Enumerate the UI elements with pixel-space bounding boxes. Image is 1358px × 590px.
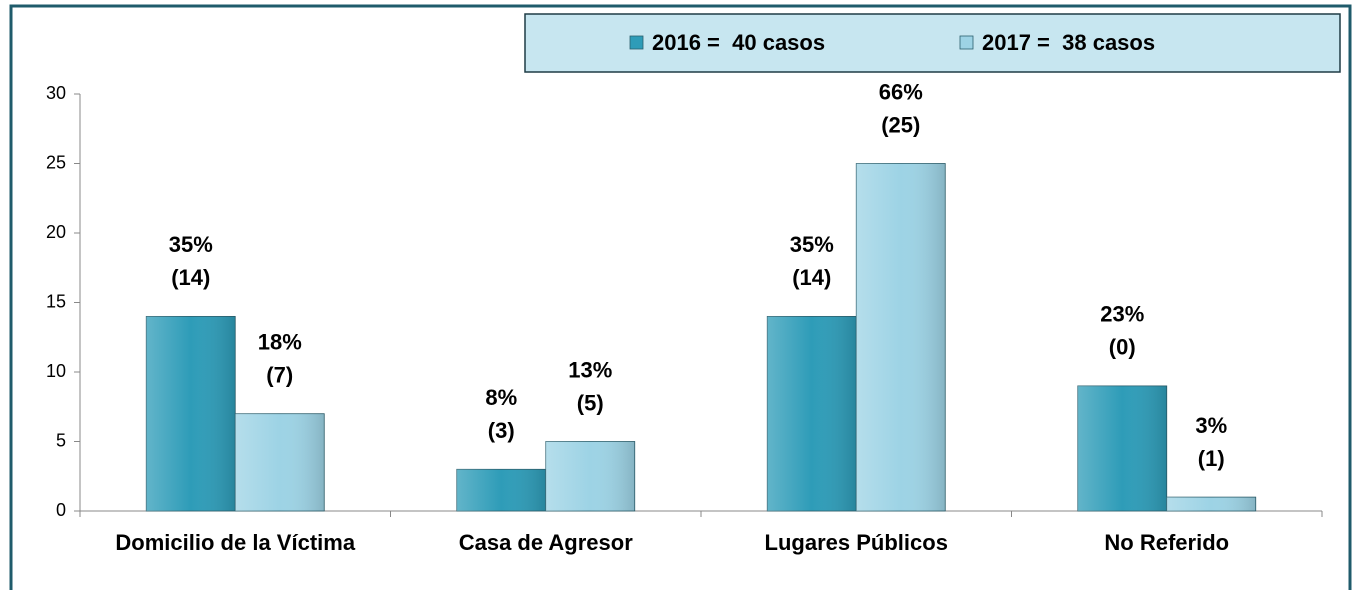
percent-label: 13% (568, 357, 612, 382)
x-tick-label: Casa de Agresor (459, 530, 633, 555)
y-tick-label: 10 (46, 361, 66, 381)
y-tick-label: 5 (56, 430, 66, 450)
x-tick-label: Lugares Públicos (765, 530, 948, 555)
bar-shade (545, 441, 635, 511)
y-tick-label: 0 (56, 500, 66, 520)
x-tick-label: Domicilio de la Víctima (115, 530, 355, 555)
value-label: (5) (577, 390, 604, 415)
x-tick-label: No Referido (1104, 530, 1229, 555)
percent-label: 35% (790, 232, 834, 257)
value-label: (3) (488, 418, 515, 443)
bar-shade (767, 316, 857, 511)
value-label: (7) (266, 363, 293, 388)
legend-label: 2017 = 38 casos (982, 30, 1155, 55)
bar-shade (1077, 385, 1167, 511)
percent-label: 35% (169, 232, 213, 257)
bar-shade (856, 163, 946, 511)
value-label: (0) (1109, 335, 1136, 360)
value-label: (25) (881, 112, 920, 137)
frame (9, 4, 1352, 590)
y-tick-label: 15 (46, 291, 66, 311)
legend-box (524, 13, 1341, 73)
bar-shade (1166, 497, 1256, 511)
bar-shade (146, 316, 236, 511)
percent-label: 8% (485, 385, 517, 410)
percent-label: 3% (1195, 413, 1227, 438)
legend-swatch (629, 35, 644, 50)
legend-label: 2016 = 40 casos (652, 30, 825, 55)
percent-label: 66% (879, 79, 923, 104)
y-tick-label: 30 (46, 83, 66, 103)
percent-label: 23% (1100, 302, 1144, 327)
legend-swatch (959, 35, 974, 50)
value-label: (1) (1198, 446, 1225, 471)
y-tick-label: 20 (46, 222, 66, 242)
value-label: (14) (792, 265, 831, 290)
y-tick-label: 25 (46, 152, 66, 172)
bar-shade (456, 469, 546, 511)
bar-shade (235, 413, 325, 511)
value-label: (14) (171, 265, 210, 290)
percent-label: 18% (258, 330, 302, 355)
